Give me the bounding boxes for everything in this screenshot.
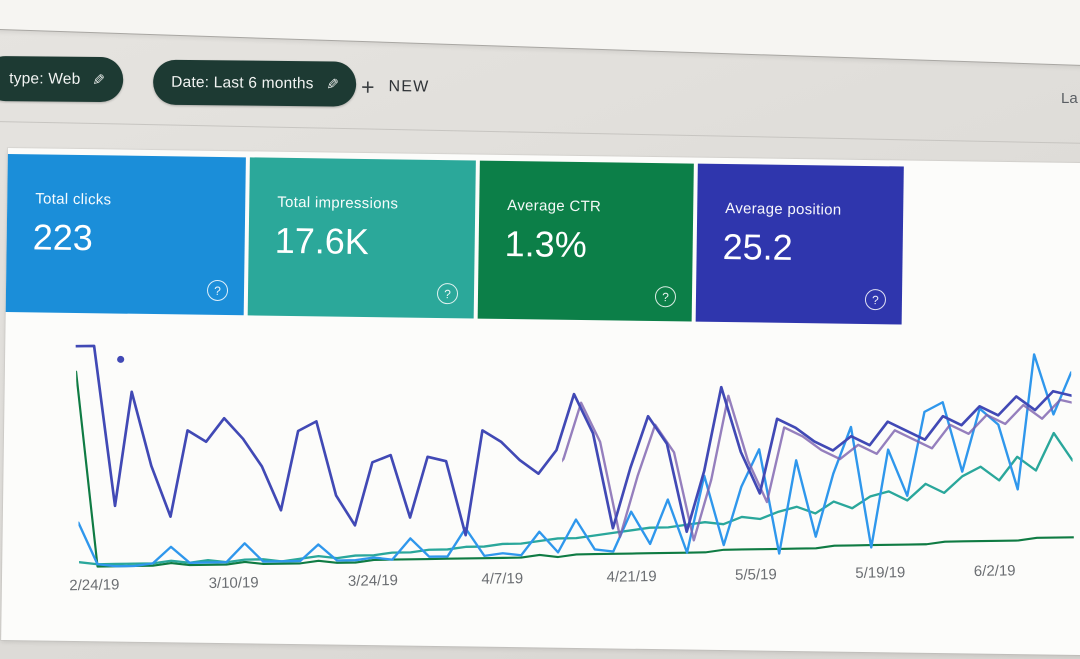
metric-cards-row: Total clicks 223 ? Total impressions 17.… [5,148,1080,327]
help-icon[interactable]: ? [864,288,887,311]
new-filter-button[interactable]: + NEW [361,70,430,105]
metric-value: 1.3% [504,222,588,266]
x-axis-label: 4/21/19 [606,567,657,586]
metric-label: Total impressions [277,193,399,213]
filter-bar-divider [0,120,1080,145]
date-range-filter-chip[interactable]: Date: Last 6 months ✎ [152,59,357,107]
total-impressions-card[interactable]: Total impressions 17.6K ? [247,157,476,319]
filter-bar: type: Web ✎ Date: Last 6 months ✎ + NEW [0,0,1080,145]
line-chart-svg [74,344,1080,568]
performance-report-card: Total clicks 223 ? Total impressions 17.… [1,148,1080,656]
metric-label: Average CTR [507,196,602,216]
performance-chart: 2/24/19 3/10/19 3/24/19 4/7/19 4/21/19 5/5/19… [69,315,1080,601]
date-range-filter-label: Date: Last 6 months [171,73,314,92]
new-filter-label: NEW [388,78,430,96]
plus-icon: + [360,73,375,100]
edit-pencil-icon[interactable]: ✎ [92,71,106,89]
x-axis-label: 2/24/19 [69,576,120,595]
edit-pencil-icon[interactable]: ✎ [325,75,339,94]
x-axis-label: 5/5/19 [734,566,777,584]
chart-plot-area[interactable] [74,315,1080,573]
clipped-status-text: La [1061,90,1078,107]
x-axis-label: 3/10/19 [208,574,259,593]
metric-label: Average position [725,200,842,219]
help-icon[interactable]: ? [654,286,677,308]
metric-value: 25.2 [722,225,794,268]
x-axis-label: 4/7/19 [481,570,524,588]
x-axis-label: 3/24/19 [347,572,399,590]
help-icon[interactable]: ? [436,283,459,305]
average-ctr-card[interactable]: Average CTR 1.3% ? [477,160,694,322]
x-axis-label: 6/2/19 [973,562,1016,580]
metric-value: 17.6K [274,219,370,263]
total-clicks-card[interactable]: Total clicks 223 ? [5,153,246,316]
metric-value: 223 [32,216,94,259]
search-type-filter-label: type: Web [9,69,81,88]
metric-label: Total clicks [35,190,112,209]
help-icon[interactable]: ? [206,279,229,302]
x-axis-label: 5/19/19 [855,564,906,582]
search-type-filter-chip[interactable]: type: Web ✎ [0,55,124,103]
average-position-card[interactable]: Average position 25.2 ? [695,163,904,325]
